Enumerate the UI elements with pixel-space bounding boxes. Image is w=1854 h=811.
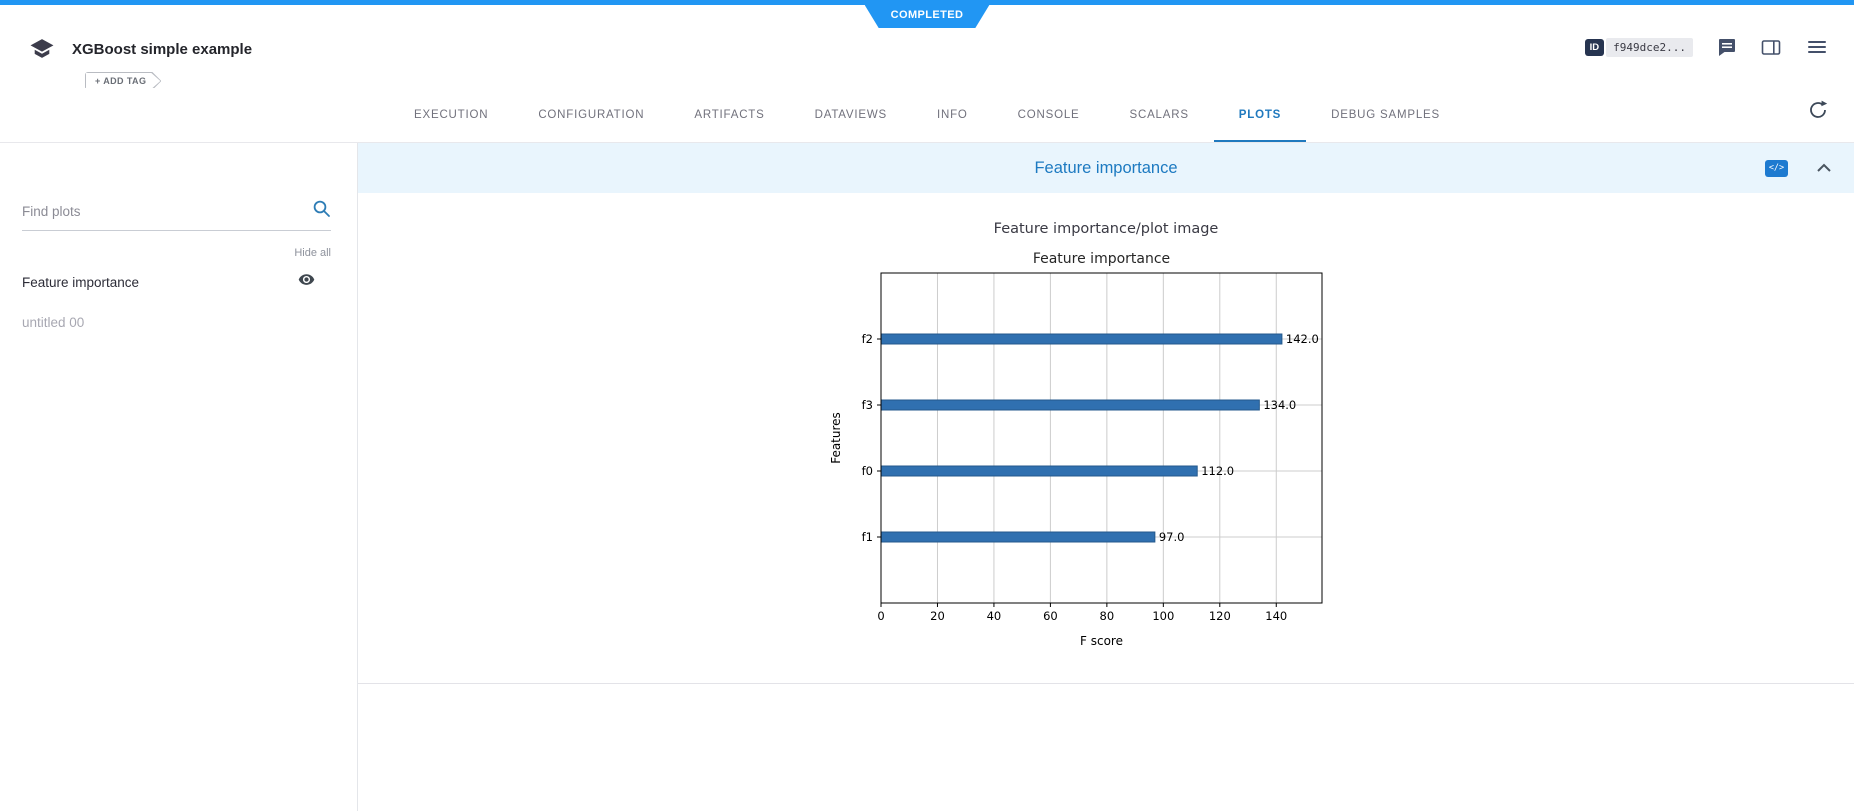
svg-text:120: 120 xyxy=(1209,609,1231,623)
plot-section-header: Feature importance </> xyxy=(358,143,1854,193)
svg-text:140: 140 xyxy=(1265,609,1287,623)
find-plots-input[interactable] xyxy=(22,203,312,219)
plot-name: Feature importance/plot image xyxy=(993,221,1219,237)
svg-text:Feature importance: Feature importance xyxy=(1033,251,1170,267)
top-accent-bar xyxy=(0,0,1854,5)
sidebar-item-untitled-00[interactable]: untitled 00 xyxy=(22,314,85,330)
svg-text:97.0: 97.0 xyxy=(1159,530,1185,544)
view-code-icon[interactable]: </> xyxy=(1765,159,1788,177)
tab-bar: EXECUTION CONFIGURATION ARTIFACTS DATAVI… xyxy=(0,88,1854,143)
id-value: f949dce2... xyxy=(1606,37,1693,57)
svg-text:40: 40 xyxy=(987,609,1002,623)
svg-text:f3: f3 xyxy=(862,398,873,412)
app-logo-icon xyxy=(28,36,56,66)
board-view-icon[interactable] xyxy=(1761,38,1782,57)
menu-icon[interactable] xyxy=(1806,36,1828,58)
svg-text:0: 0 xyxy=(877,609,884,623)
svg-text:f0: f0 xyxy=(862,464,873,478)
plots-sidebar: Hide all Feature importance untitled 00 xyxy=(0,143,358,811)
hide-all-link[interactable]: Hide all xyxy=(294,247,331,259)
tab-dataviews[interactable]: DATAVIEWS xyxy=(814,109,887,121)
tab-info[interactable]: INFO xyxy=(936,109,968,121)
svg-text:f2: f2 xyxy=(862,332,873,346)
add-tag-button[interactable]: + ADD TAG xyxy=(85,72,161,90)
comment-icon[interactable] xyxy=(1717,37,1737,57)
experiment-id-chip[interactable]: ID f949dce2... xyxy=(1584,37,1693,57)
svg-text:142.0: 142.0 xyxy=(1286,332,1319,346)
svg-text:112.0: 112.0 xyxy=(1201,464,1234,478)
feature-importance-chart: Feature importance 142.0 134.0 112.0 97.0 0 20… xyxy=(829,251,1323,648)
svg-text:Features: Features xyxy=(829,412,843,464)
experiment-title: XGBoost simple example xyxy=(72,41,253,58)
tab-configuration[interactable]: CONFIGURATION xyxy=(538,109,645,121)
svg-text:100: 100 xyxy=(1152,609,1174,623)
search-icon xyxy=(312,199,331,223)
eye-icon[interactable] xyxy=(298,271,315,293)
status-badge: COMPLETED xyxy=(865,5,990,28)
tab-execution[interactable]: EXECUTION xyxy=(414,109,489,121)
sidebar-item-feature-importance[interactable]: Feature importance xyxy=(0,265,357,299)
find-plots-search xyxy=(22,199,331,231)
tab-debug-samples[interactable]: DEBUG SAMPLES xyxy=(1331,109,1440,121)
svg-text:20: 20 xyxy=(930,609,945,623)
tab-scalars[interactable]: SCALARS xyxy=(1129,109,1189,121)
collapse-chevron-up-icon[interactable] xyxy=(1816,163,1832,173)
tab-plots[interactable]: PLOTS xyxy=(1214,88,1306,142)
plots-panel: Feature importance </> Feature importanc… xyxy=(358,143,1854,811)
svg-text:F score: F score xyxy=(1080,634,1123,648)
svg-text:60: 60 xyxy=(1043,609,1058,623)
svg-text:134.0: 134.0 xyxy=(1263,398,1296,412)
id-badge: ID xyxy=(1584,38,1605,56)
svg-text:80: 80 xyxy=(1100,609,1115,623)
tab-console[interactable]: CONSOLE xyxy=(1017,109,1080,121)
plot-section-title: Feature importance xyxy=(1034,158,1178,177)
tab-artifacts[interactable]: ARTIFACTS xyxy=(694,109,765,121)
plot-card: Feature importance/plot image Feature im… xyxy=(358,193,1854,684)
svg-text:f1: f1 xyxy=(862,530,873,544)
auto-refresh-icon[interactable] xyxy=(1806,98,1830,127)
